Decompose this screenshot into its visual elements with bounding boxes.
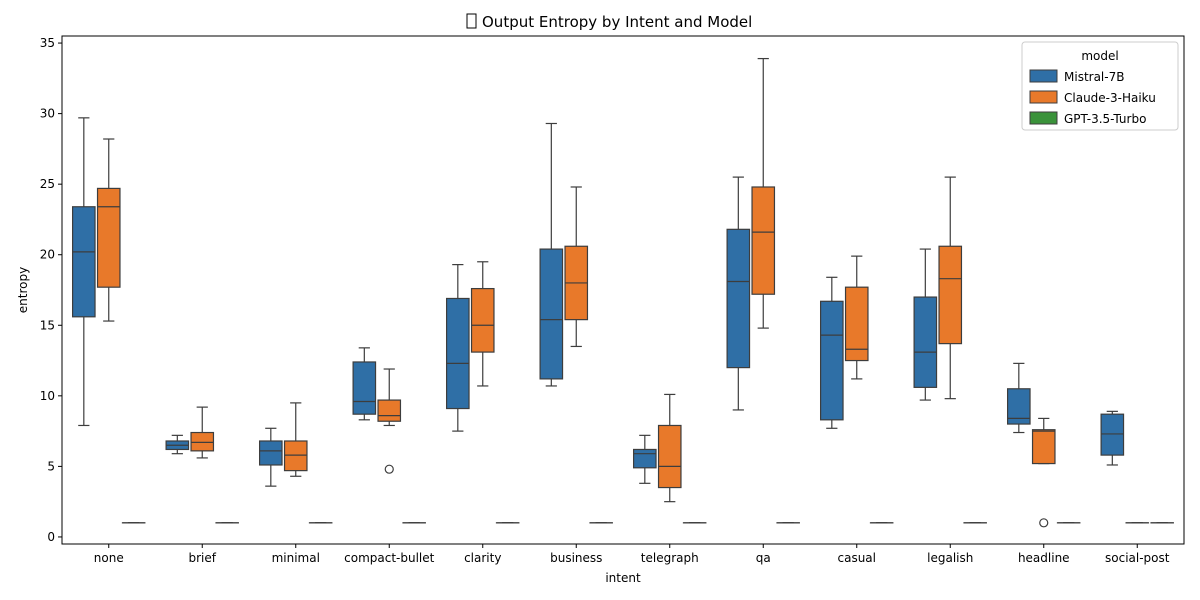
x-tick-label: compact-bullet	[344, 551, 435, 565]
box-Claude-3-Haiku-clarity	[470, 261, 495, 387]
plot-area	[71, 57, 1175, 528]
box-iqr	[657, 424, 682, 489]
box-iqr	[258, 440, 283, 466]
box-iqr	[283, 440, 308, 472]
x-tick-label: legalish	[927, 551, 973, 565]
box-iqr	[352, 361, 377, 415]
box-Mistral-7B-brief	[165, 434, 190, 455]
box-Mistral-7B-clarity	[445, 264, 470, 432]
box-Mistral-7B-legalish	[913, 248, 938, 401]
y-tick-label: 0	[47, 530, 55, 544]
title-tofu-glyph	[466, 13, 477, 29]
x-tick-label: business	[550, 551, 602, 565]
box-iqr	[938, 245, 963, 345]
box-Mistral-7B-compact-bullet	[352, 347, 377, 421]
axes: intent entropy 0 5 10 15 20 25 30 35 none brief mi…	[16, 35, 1185, 585]
box-Claude-3-Haiku-none	[96, 138, 121, 322]
outlier-point	[1039, 518, 1049, 528]
y-tick-label: 25	[40, 177, 55, 191]
x-tick-label: social-post	[1105, 551, 1170, 565]
box-Claude-3-Haiku-telegraph	[657, 393, 682, 503]
box-iqr	[71, 206, 96, 318]
box-Claude-3-Haiku-brief	[190, 406, 215, 459]
legend-swatch	[1029, 69, 1058, 83]
box-Mistral-7B-business	[539, 122, 564, 387]
legend-swatch	[1029, 90, 1058, 104]
x-tick-label: telegraph	[641, 551, 699, 565]
box-Claude-3-Haiku-headline	[1031, 417, 1056, 528]
legend-label: GPT-3.5-Turbo	[1064, 112, 1146, 126]
box-Mistral-7B-social-post	[1100, 410, 1125, 466]
box-Mistral-7B-headline	[1006, 362, 1031, 434]
box-iqr	[96, 187, 121, 288]
box-Claude-3-Haiku-legalish	[938, 176, 963, 400]
box-Claude-3-Haiku-compact-bullet	[377, 368, 402, 474]
plot-frame	[61, 35, 1185, 545]
legend: model Mistral-7B Claude-3-Haiku GPT-3.5-Tu…	[1021, 41, 1179, 131]
x-tick-label: minimal	[272, 551, 320, 565]
outlier-point	[384, 464, 394, 474]
x-tick-label: casual	[838, 551, 877, 565]
y-tick-label: 35	[40, 36, 55, 50]
y-tick-label: 15	[40, 318, 55, 332]
box-iqr	[632, 448, 657, 469]
box-iqr	[819, 300, 844, 421]
box-iqr	[1031, 429, 1056, 465]
y-tick-label: 5	[47, 459, 55, 473]
legend-frame	[1021, 41, 1179, 131]
box-iqr	[445, 297, 470, 410]
box-Claude-3-Haiku-casual	[844, 255, 869, 380]
x-tick-label: clarity	[464, 551, 501, 565]
box-Mistral-7B-none	[71, 117, 96, 427]
box-iqr	[751, 186, 776, 295]
box-Claude-3-Haiku-qa	[751, 57, 776, 329]
chart-title-text: Output Entropy by Intent and Model	[482, 13, 752, 31]
box-iqr	[844, 286, 869, 362]
x-tick-label: brief	[189, 551, 217, 565]
box-iqr	[1100, 413, 1125, 456]
y-tick-label: 30	[40, 107, 55, 121]
legend-swatch	[1029, 111, 1058, 125]
box-iqr	[470, 287, 495, 353]
legend-title: model	[1081, 49, 1118, 63]
y-tick-label: 20	[40, 248, 55, 262]
box-iqr	[539, 248, 564, 380]
legend-label: Claude-3-Haiku	[1064, 91, 1156, 105]
x-tick-label: headline	[1018, 551, 1070, 565]
box-iqr	[190, 431, 215, 452]
x-axis-label: intent	[605, 571, 641, 585]
y-axis-label: entropy	[16, 267, 30, 313]
legend-label: Mistral-7B	[1064, 70, 1124, 84]
y-tick-label: 10	[40, 389, 55, 403]
x-tick-label: none	[94, 551, 124, 565]
box-Claude-3-Haiku-minimal	[283, 402, 308, 477]
chart-title: Output Entropy by Intent and Model	[466, 13, 752, 31]
box-Mistral-7B-minimal	[258, 427, 283, 487]
x-tick-label: qa	[756, 551, 771, 565]
box-iqr	[1006, 388, 1031, 425]
box-iqr	[726, 228, 751, 369]
box-Mistral-7B-telegraph	[632, 434, 657, 484]
box-iqr	[377, 399, 402, 422]
box-Mistral-7B-casual	[819, 276, 844, 429]
box-Mistral-7B-qa	[726, 176, 751, 411]
box-Claude-3-Haiku-business	[564, 186, 589, 348]
box-iqr	[913, 296, 938, 388]
